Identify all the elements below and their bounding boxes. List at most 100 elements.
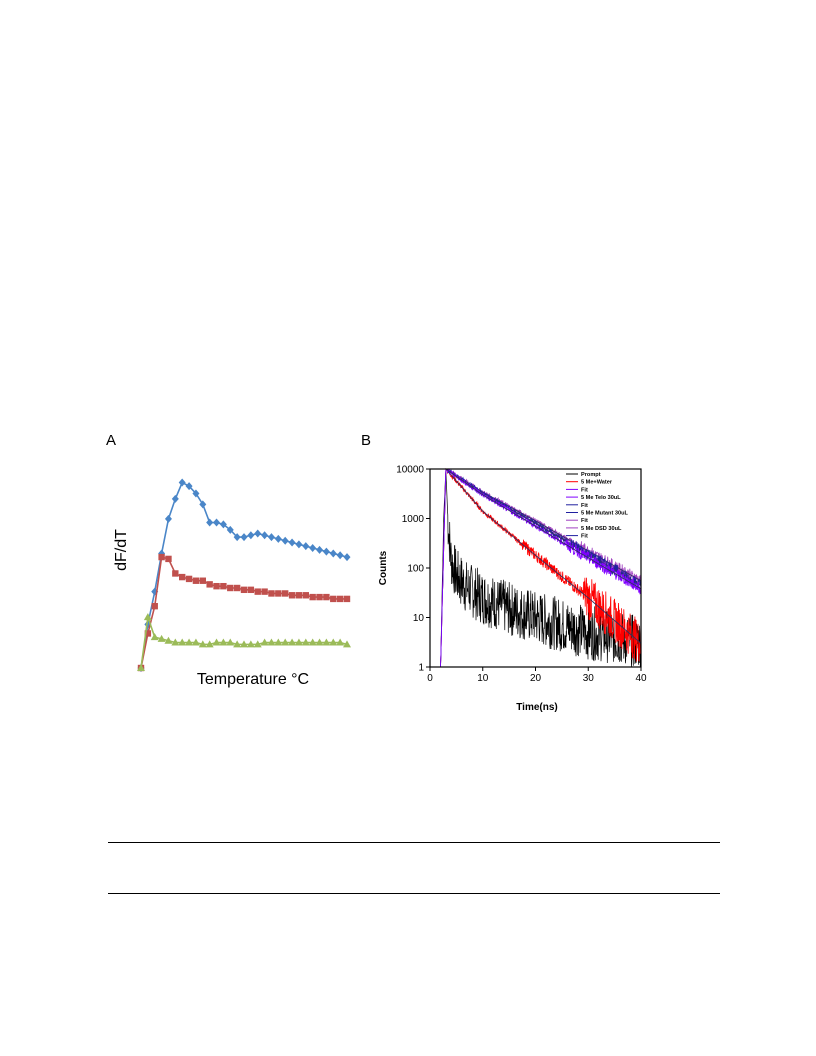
data-point-green-23	[294, 638, 303, 646]
x-tick-label: 10	[477, 673, 489, 684]
data-point-green-27	[322, 638, 331, 646]
data-point-green-1	[143, 613, 152, 621]
data-point-blue-14	[233, 533, 241, 542]
data-point-blue-7	[185, 482, 193, 491]
y-tick-label: 1	[418, 663, 424, 674]
panel-label-a: A	[106, 432, 117, 449]
fit-line-water	[445, 468, 642, 644]
y-tick-label: 10000	[396, 465, 424, 476]
data-point-green-24	[301, 638, 310, 646]
data-point-blue-30	[343, 553, 351, 562]
data-point-blue-9	[199, 500, 207, 509]
legend-entry: Fit	[581, 487, 588, 493]
data-point-green-9	[198, 640, 207, 648]
fluorescence-decay-chart: 0 10 20 30 40 1 10 100 1000 10000 Prompt 5 Me+Wate…	[362, 448, 662, 714]
data-point-green-14	[233, 640, 242, 648]
data-point-red-29	[336, 595, 344, 603]
data-point-red-21	[282, 590, 289, 597]
table-bottom-rule	[108, 893, 720, 894]
data-point-red-15	[240, 586, 248, 594]
x-tick-label: 40	[635, 673, 647, 684]
data-point-green-25	[308, 638, 317, 646]
data-point-red-16	[247, 586, 255, 594]
data-point-red-30	[343, 595, 351, 603]
data-point-blue-22	[288, 538, 296, 547]
data-point-blue-4	[164, 514, 172, 523]
data-point-red-10	[206, 581, 213, 588]
data-point-red-17	[254, 588, 261, 595]
data-point-green-22	[288, 638, 297, 646]
data-point-blue-25	[309, 544, 317, 552]
data-point-red-27	[323, 593, 330, 601]
data-point-blue-19	[267, 533, 275, 542]
data-point-blue-21	[281, 536, 289, 545]
data-point-green-26	[315, 638, 324, 646]
data-point-green-16	[246, 640, 255, 648]
x-tick-label: 0	[427, 673, 433, 684]
legend-entry: 5 Me Mutant 30uL	[581, 511, 629, 517]
data-point-red-1	[144, 630, 152, 637]
y-tick-label: 100	[407, 564, 424, 575]
data-point-blue-26	[316, 545, 324, 554]
data-point-green-8	[191, 638, 200, 646]
data-point-red-14	[233, 584, 241, 592]
legend-entry: 5 Me Telo 30uL	[581, 495, 621, 501]
data-point-red-19	[268, 590, 275, 597]
legend-entry: Fit	[581, 518, 588, 524]
x-axis-label: Temperature °C	[197, 671, 309, 688]
data-point-green-21	[281, 638, 290, 646]
data-point-green-11	[212, 638, 221, 646]
data-point-green-5	[171, 638, 180, 646]
data-point-green-15	[240, 640, 248, 648]
data-point-green-13	[226, 638, 235, 646]
data-point-red-5	[172, 570, 179, 577]
data-point-blue-8	[192, 489, 200, 498]
legend-entry: Prompt	[581, 472, 601, 478]
data-point-green-29	[336, 638, 345, 646]
panel-label-b: B	[361, 432, 372, 449]
table-top-rule	[108, 842, 720, 843]
data-point-blue-24	[302, 542, 310, 551]
legend-entry: Fit	[581, 503, 588, 509]
data-point-blue-23	[295, 540, 303, 549]
fit-line-telo	[445, 468, 642, 590]
data-point-red-12	[220, 582, 227, 590]
data-point-blue-10	[206, 518, 214, 527]
x-tick-label: 20	[530, 673, 542, 684]
data-point-red-23	[295, 592, 303, 599]
data-point-green-20	[274, 638, 283, 646]
data-point-green-0	[137, 664, 145, 671]
legend-entry: Fit	[581, 534, 588, 540]
data-point-red-7	[185, 575, 193, 583]
data-point-red-28	[330, 595, 337, 603]
data-point-blue-20	[274, 534, 282, 543]
data-point-blue-13	[226, 525, 234, 534]
series-line-prompt	[440, 471, 642, 668]
data-point-blue-29	[336, 551, 344, 560]
data-point-green-4	[164, 636, 173, 644]
y-axis-label: dF/dT	[113, 529, 130, 571]
data-point-green-10	[205, 640, 214, 648]
y-tick-label: 10	[413, 613, 425, 624]
data-point-red-18	[261, 588, 268, 595]
data-point-green-7	[185, 638, 194, 646]
data-point-red-3	[158, 553, 165, 561]
legend-entry: 5 Me+Water	[581, 480, 613, 486]
data-point-blue-11	[213, 518, 221, 527]
data-point-red-13	[227, 584, 234, 592]
x-tick-label: 30	[583, 673, 595, 684]
y-tick-label: 1000	[402, 514, 425, 525]
data-point-green-6	[178, 638, 187, 646]
data-point-blue-27	[322, 547, 330, 556]
data-point-red-22	[288, 592, 296, 599]
data-point-red-26	[316, 593, 323, 601]
data-point-red-8	[192, 577, 200, 584]
data-point-red-24	[302, 592, 309, 599]
data-point-red-25	[309, 593, 316, 601]
data-point-blue-6	[178, 478, 186, 487]
data-point-green-30	[343, 640, 351, 648]
data-point-green-18	[260, 638, 269, 646]
data-point-green-2	[150, 633, 159, 641]
data-point-red-20	[275, 590, 282, 597]
data-point-green-28	[329, 638, 338, 646]
